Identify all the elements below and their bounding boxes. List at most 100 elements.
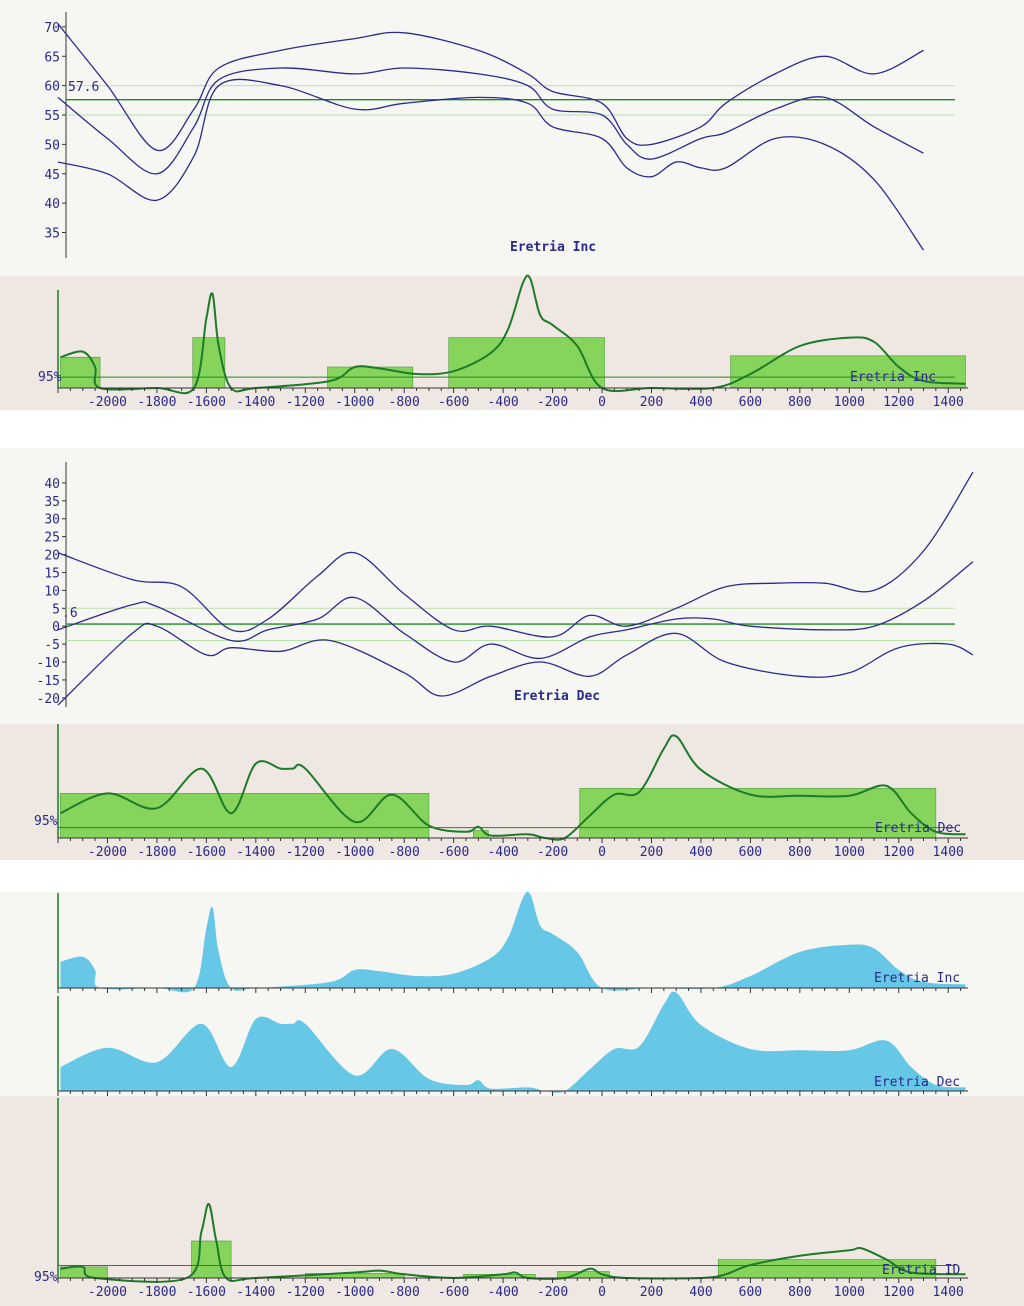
y-tick-label: 45 — [44, 168, 60, 183]
y-tick-label: 40 — [44, 477, 60, 492]
x-tick-label: -800 — [389, 1285, 420, 1300]
x-tick-label: -2000 — [88, 395, 127, 410]
x-tick-label: 600 — [739, 1285, 762, 1300]
x-tick-label: 1000 — [834, 1285, 865, 1300]
x-tick-label: -1600 — [187, 395, 226, 410]
y-tick-label: 55 — [44, 109, 60, 124]
x-tick-label: 400 — [689, 395, 712, 410]
y-tick-label: 35 — [44, 227, 60, 242]
x-tick-label: -800 — [389, 395, 420, 410]
density-line — [60, 734, 966, 841]
id-density-ref-label: 95% — [34, 1270, 58, 1285]
interval-bar — [60, 793, 430, 839]
dec-curves-label: Eretria Dec — [514, 689, 600, 704]
x-tick-label: 1000 — [834, 845, 865, 860]
x-tick-label: -1800 — [137, 1285, 176, 1300]
dec-density-chart: -2000 -1800 -1600 -1400 -1200 -1000 -800 -600 -4… — [57, 724, 968, 860]
y-tick-label: 5 — [52, 602, 60, 617]
y-tick-label: 60 — [44, 80, 60, 95]
x-tick-label: -400 — [487, 1285, 518, 1300]
dec-density-ref-label: 95% — [34, 814, 58, 829]
x-tick-label: 200 — [640, 395, 663, 410]
curve-line-2 — [57, 67, 924, 175]
y-tick-label: 10 — [44, 584, 60, 599]
x-tick-label: 1400 — [933, 1285, 964, 1300]
curve-line-2 — [57, 561, 974, 663]
density-area — [60, 891, 966, 993]
x-tick-label: -2000 — [88, 845, 127, 860]
curve-line-3 — [57, 78, 925, 251]
y-tick-label: -5 — [44, 638, 60, 653]
x-tick-label: 0 — [598, 395, 606, 410]
x-tick-label: 400 — [689, 845, 712, 860]
x-tick-label: -1600 — [187, 845, 226, 860]
x-tick-label: 800 — [788, 845, 811, 860]
x-tick-label: -400 — [487, 395, 518, 410]
x-tick-label: -1200 — [286, 1285, 325, 1300]
dec-reference-label: .6 — [62, 606, 78, 621]
x-tick-label: -1800 — [137, 845, 176, 860]
interval-bar — [448, 337, 605, 389]
y-tick-label: -15 — [37, 674, 60, 689]
y-tick-label: 25 — [44, 531, 60, 546]
x-tick-label: -1200 — [286, 395, 325, 410]
inc-filled-density-chart — [57, 891, 968, 993]
id-density-label: Eretria ID — [882, 1263, 960, 1278]
x-tick-label: -200 — [537, 1285, 568, 1300]
dec-filled-density-chart — [57, 991, 968, 1096]
y-tick-label: 65 — [44, 50, 60, 65]
x-tick-label: -1000 — [335, 845, 374, 860]
curve-line-3 — [57, 622, 974, 706]
curve-line-1 — [57, 23, 924, 152]
inc-reference-label: 57.6 — [68, 80, 99, 95]
density-line — [60, 274, 966, 395]
x-tick-label: -400 — [487, 845, 518, 860]
dec-density-label: Eretria Dec — [875, 821, 961, 836]
x-tick-label: -1400 — [236, 395, 275, 410]
x-tick-label: 600 — [739, 395, 762, 410]
curve-line-1 — [57, 471, 974, 638]
x-tick-label: 200 — [640, 845, 663, 860]
x-tick-label: 400 — [689, 1285, 712, 1300]
x-tick-label: -600 — [438, 395, 469, 410]
x-tick-label: -1800 — [137, 395, 176, 410]
x-tick-label: -1400 — [236, 1285, 275, 1300]
x-tick-label: -600 — [438, 845, 469, 860]
y-tick-label: 40 — [44, 197, 60, 212]
y-tick-label: 30 — [44, 513, 60, 528]
inc-filled-label: Eretria Inc — [874, 971, 960, 986]
x-tick-label: -800 — [389, 845, 420, 860]
y-tick-label: 0 — [52, 620, 60, 635]
x-tick-label: 800 — [788, 1285, 811, 1300]
y-tick-label: -20 — [37, 692, 60, 707]
inc-density-ref-label: 95% — [38, 370, 62, 385]
x-tick-label: -1200 — [286, 845, 325, 860]
y-tick-label: 70 — [44, 21, 60, 36]
panel-inc-curves — [0, 0, 1024, 276]
density-area — [60, 991, 966, 1093]
inc-curves-chart: 35 40 45 50 55 60 65 70 — [44, 12, 955, 258]
x-tick-label: -1400 — [236, 845, 275, 860]
x-tick-label: -1600 — [187, 1285, 226, 1300]
x-tick-label: 1200 — [883, 1285, 914, 1300]
id-density-chart: -2000 -1800 -1600 -1400 -1200 -1000 -800 -600 -4… — [57, 1098, 968, 1300]
x-tick-label: -200 — [537, 845, 568, 860]
x-tick-label: 200 — [640, 1285, 663, 1300]
x-tick-label: 1400 — [933, 395, 964, 410]
inc-density-label: Eretria Inc — [850, 370, 936, 385]
dec-filled-label: Eretria Dec — [874, 1075, 960, 1090]
y-tick-label: -10 — [37, 656, 60, 671]
x-tick-label: 0 — [598, 845, 606, 860]
x-tick-label: -1000 — [335, 395, 374, 410]
x-tick-label: 600 — [739, 845, 762, 860]
x-tick-label: -2000 — [88, 1285, 127, 1300]
x-tick-label: 0 — [598, 1285, 606, 1300]
x-tick-label: 800 — [788, 395, 811, 410]
x-tick-label: -200 — [537, 395, 568, 410]
x-tick-label: 1400 — [933, 845, 964, 860]
x-tick-label: 1000 — [834, 395, 865, 410]
x-tick-label: -1000 — [335, 1285, 374, 1300]
inc-curves-label: Eretria Inc — [510, 240, 596, 255]
interval-bar — [191, 1240, 232, 1279]
